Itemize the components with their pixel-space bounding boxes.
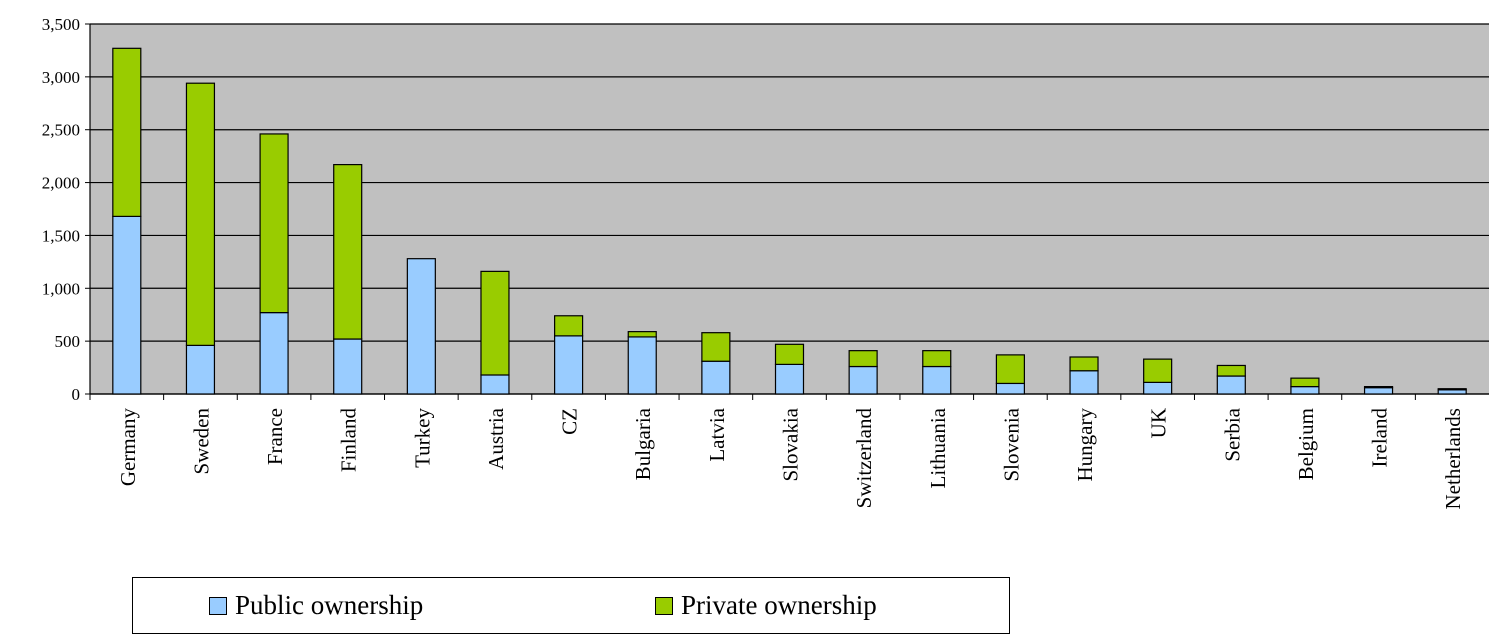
x-tick-label: Switzerland xyxy=(852,408,876,509)
bar-private-germany xyxy=(112,47,142,217)
x-tick-label: Germany xyxy=(116,408,140,487)
legend-label-public: Public ownership xyxy=(235,590,424,620)
x-tick-label: Belgium xyxy=(1294,408,1318,480)
bar-public-belgium xyxy=(1290,386,1320,395)
y-tick-label: 1,000 xyxy=(42,279,80,298)
bar-public-slovakia xyxy=(774,363,805,395)
bar-public-switzerland xyxy=(848,365,878,395)
y-tick-label: 2,500 xyxy=(42,121,80,140)
bar-public-germany xyxy=(112,215,142,395)
y-tick-label: 500 xyxy=(55,332,81,351)
bar-public-turkey xyxy=(406,258,436,395)
x-axis: Germany Sweden France Finland Turkey Austria C… xyxy=(89,393,1489,509)
x-tick-label: Turkey xyxy=(410,408,434,468)
bar-private-latvia xyxy=(701,332,731,362)
bar-private-austria xyxy=(480,270,510,376)
x-tick-label: Austria xyxy=(484,407,508,470)
x-tick-label: Slovakia xyxy=(779,407,803,481)
bar-public-hungary xyxy=(1069,370,1099,395)
bar-private-netherlands xyxy=(1437,388,1467,391)
bar-public-ireland xyxy=(1363,387,1394,395)
y-tick-label: 2,000 xyxy=(42,174,80,193)
plot-background xyxy=(90,24,1489,394)
bar-public-cz xyxy=(554,335,584,395)
bar-public-france xyxy=(259,312,289,395)
x-tick-label: Sweden xyxy=(189,408,213,475)
bar-private-slovakia xyxy=(774,343,805,366)
bar-private-uk xyxy=(1143,358,1173,383)
bar-private-cz xyxy=(554,315,584,337)
bar-private-sweden xyxy=(185,82,216,346)
x-tick-label: Bulgaria xyxy=(631,407,655,480)
bar-private-belgium xyxy=(1290,377,1320,388)
x-tick-label: Finland xyxy=(337,408,361,473)
x-tick-label: UK xyxy=(1147,408,1171,438)
legend-swatch-private xyxy=(655,596,673,615)
bar-private-bulgaria xyxy=(627,331,657,338)
x-tick-label: Ireland xyxy=(1368,408,1392,468)
bar-public-finland xyxy=(333,338,363,395)
y-axis: 0 500 1,000 1,500 2,000 2,500 3,000 3,500 xyxy=(42,15,91,404)
bar-private-lithuania xyxy=(922,350,952,368)
bar-private-serbia xyxy=(1216,364,1246,377)
x-tick-label: Serbia xyxy=(1220,407,1244,461)
bar-public-slovenia xyxy=(995,382,1025,395)
bars xyxy=(112,47,1467,395)
legend-label-private: Private ownership xyxy=(681,590,877,620)
bar-public-sweden xyxy=(185,344,216,395)
x-tick-label: Lithuania xyxy=(926,407,950,488)
x-tick-label: Hungary xyxy=(1073,408,1097,482)
bar-public-latvia xyxy=(701,360,731,395)
y-tick-label: 1,500 xyxy=(42,226,80,245)
y-tick-label: 3,500 xyxy=(42,15,80,34)
x-tick-label: Netherlands xyxy=(1441,408,1465,509)
bar-private-france xyxy=(259,133,289,314)
x-tick-label: France xyxy=(263,408,287,465)
plot-area xyxy=(90,23,1489,395)
bar-public-lithuania xyxy=(922,365,952,395)
legend-swatch-public xyxy=(209,596,227,615)
legend: Public ownership Private ownership xyxy=(132,577,1010,634)
x-tick-label: Slovenia xyxy=(999,407,1023,481)
bar-public-austria xyxy=(480,374,510,395)
bar-private-ireland xyxy=(1363,386,1394,389)
bar-private-slovenia xyxy=(995,354,1025,385)
bar-public-uk xyxy=(1143,381,1173,395)
bar-private-finland xyxy=(333,164,363,340)
bar-public-serbia xyxy=(1216,375,1246,395)
y-tick-label: 0 xyxy=(72,385,81,404)
y-tick-label: 3,000 xyxy=(42,68,80,87)
bar-private-switzerland xyxy=(848,350,878,368)
x-tick-label: Latvia xyxy=(705,407,729,461)
legend-item-private: Private ownership xyxy=(655,590,877,621)
bar-public-netherlands xyxy=(1437,389,1467,395)
legend-item-public: Public ownership xyxy=(209,590,423,621)
bar-public-bulgaria xyxy=(627,336,657,395)
x-tick-label: CZ xyxy=(558,408,582,435)
bar-private-hungary xyxy=(1069,356,1099,372)
